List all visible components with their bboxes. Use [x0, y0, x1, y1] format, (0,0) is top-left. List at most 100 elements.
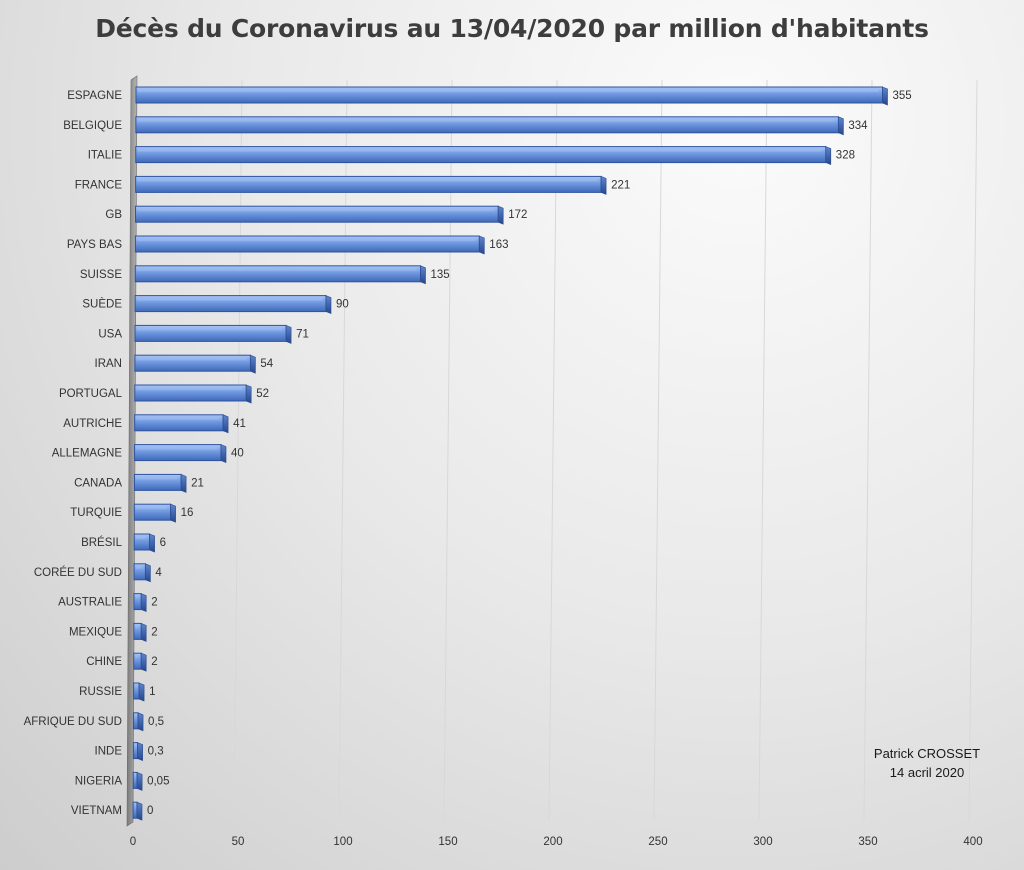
bar	[135, 205, 504, 225]
bar-highlight	[137, 267, 417, 271]
data-label: 52	[256, 388, 269, 400]
category-label: USA	[98, 328, 122, 340]
bar-highlight	[136, 565, 142, 569]
bar-end-cap	[137, 712, 144, 732]
bar-end-cap	[180, 473, 187, 493]
bar	[134, 265, 426, 285]
category-label: ALLEMAGNE	[52, 448, 123, 460]
bar-end-cap	[478, 235, 485, 255]
category-label: INDE	[95, 746, 123, 758]
bar-highlight	[135, 655, 138, 659]
data-label: 172	[508, 209, 527, 221]
bar-face	[132, 771, 138, 789]
data-label: 40	[231, 448, 244, 460]
author-annotation: Patrick CROSSET 14 acril 2020	[862, 744, 992, 782]
category-label: FRANCE	[75, 179, 123, 191]
bar	[135, 146, 832, 166]
x-tick-label: 300	[753, 836, 772, 848]
bar-end-cap	[325, 295, 332, 315]
bar	[134, 354, 256, 374]
bar	[133, 503, 176, 523]
category-label: VIETNAM	[71, 805, 122, 817]
bar-face	[132, 801, 138, 819]
data-label: 328	[836, 150, 855, 162]
gridline	[758, 79, 768, 821]
bar-face	[132, 742, 139, 760]
category-label: CANADA	[74, 477, 122, 489]
data-label: 0,3	[148, 746, 164, 758]
bar-highlight	[135, 595, 138, 599]
bar-highlight	[136, 416, 220, 420]
y-axis-wall	[126, 75, 138, 827]
data-label: 54	[260, 358, 273, 370]
gridlines	[233, 79, 978, 821]
category-label: MEXIQUE	[69, 626, 122, 638]
bar-end-cap	[220, 444, 227, 464]
bar-face	[133, 593, 142, 611]
category-label: SUISSE	[80, 269, 123, 281]
data-label: 2	[151, 656, 157, 668]
data-label: 21	[191, 477, 204, 489]
category-label: ESPAGNE	[67, 90, 122, 102]
data-label: 135	[431, 269, 450, 281]
bar	[135, 175, 607, 195]
bar-end-cap	[825, 146, 832, 166]
bar-face	[133, 652, 142, 670]
gridline	[233, 79, 243, 821]
x-tick-label: 50	[232, 836, 245, 848]
bar-highlight	[137, 178, 598, 182]
bar	[134, 444, 227, 464]
category-label: TURQUIE	[70, 507, 122, 519]
bar-end-cap	[138, 682, 145, 702]
category-label: AUSTRALIE	[58, 597, 122, 609]
gridline	[338, 79, 348, 821]
data-label: 0,05	[147, 775, 169, 787]
category-label: RUSSIE	[79, 686, 122, 698]
bar-end-cap	[136, 771, 143, 791]
data-label: 221	[611, 179, 630, 191]
bar-highlight	[137, 118, 835, 122]
bar	[133, 593, 147, 613]
bar-highlight	[136, 536, 146, 539]
x-tick-label: 250	[648, 836, 667, 848]
data-label: 90	[336, 299, 349, 311]
bar-end-cap	[245, 384, 252, 404]
bar-end-cap	[137, 742, 143, 762]
data-label: 334	[848, 120, 868, 132]
data-label: 6	[160, 537, 166, 549]
category-label: BELGIQUE	[63, 120, 122, 132]
gridline	[653, 79, 663, 821]
bar	[132, 771, 143, 791]
bar	[133, 473, 187, 493]
bar-end-cap	[285, 324, 292, 344]
bar-highlight	[136, 357, 247, 361]
bar-end-cap	[140, 652, 147, 672]
bar	[135, 116, 844, 136]
author-name: Patrick CROSSET	[873, 746, 981, 761]
bar-face	[132, 712, 139, 730]
bar-end-cap	[222, 414, 229, 434]
bar-highlight	[136, 446, 217, 450]
category-label: PAYS BAS	[67, 239, 123, 251]
category-label: ITALIE	[88, 150, 123, 162]
bar	[134, 295, 332, 315]
category-label: CORÉE DU SUD	[34, 566, 122, 579]
bar	[133, 682, 145, 702]
bar	[132, 742, 143, 762]
bar-face	[133, 682, 140, 700]
bar-highlight	[137, 148, 822, 152]
category-label: SUÈDE	[82, 298, 122, 311]
data-label: 41	[233, 418, 246, 430]
bar-highlight	[135, 625, 138, 629]
bar-highlight	[137, 238, 476, 241]
bar	[135, 86, 888, 106]
gridline	[863, 79, 873, 821]
x-tick-label: 200	[543, 836, 562, 848]
gridline	[548, 79, 558, 821]
category-label: GB	[105, 209, 122, 221]
axis-wall	[126, 75, 138, 827]
bar-highlight	[137, 208, 495, 212]
bar	[134, 384, 252, 404]
